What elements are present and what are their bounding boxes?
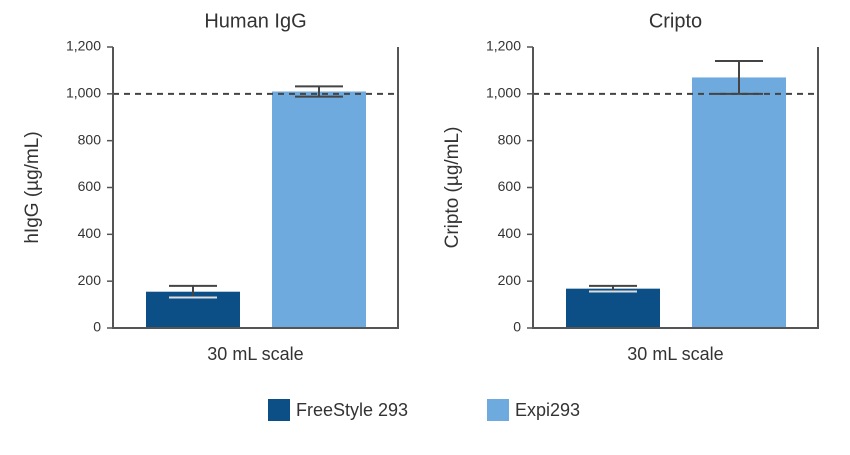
y-tick-label: 600 <box>78 178 102 194</box>
y-tick-label: 0 <box>513 319 521 335</box>
bar <box>692 77 786 328</box>
axis <box>112 47 399 329</box>
legend-swatch <box>487 399 509 421</box>
bar <box>566 288 660 328</box>
x-tick-label: 30 mL scale <box>627 344 723 364</box>
y-tick-label: 200 <box>78 272 102 288</box>
y-tick-label: 0 <box>93 319 101 335</box>
y-axis-label: Cripto (µg/mL) <box>442 127 463 249</box>
y-tick-label: 1,200 <box>66 38 101 54</box>
y-tick-label: 600 <box>498 178 522 194</box>
y-tick-label: 400 <box>498 225 522 241</box>
legend-label: Expi293 <box>515 400 580 420</box>
chart-title: Human IgG <box>204 10 306 32</box>
y-tick-label: 400 <box>78 225 102 241</box>
axis <box>532 47 819 329</box>
y-tick-label: 200 <box>498 272 522 288</box>
y-tick-label: 1,200 <box>486 38 521 54</box>
y-axis-label: hIgG (µg/mL) <box>22 131 43 243</box>
bar <box>272 91 366 328</box>
y-tick-label: 1,000 <box>66 85 101 101</box>
y-tick-label: 800 <box>498 131 522 147</box>
x-tick-label: 30 mL scale <box>207 344 303 364</box>
y-tick-label: 800 <box>78 131 102 147</box>
chart-title: Cripto <box>649 10 702 32</box>
legend-label: FreeStyle 293 <box>296 400 408 420</box>
y-tick-label: 1,000 <box>486 85 521 101</box>
legend-swatch <box>268 399 290 421</box>
